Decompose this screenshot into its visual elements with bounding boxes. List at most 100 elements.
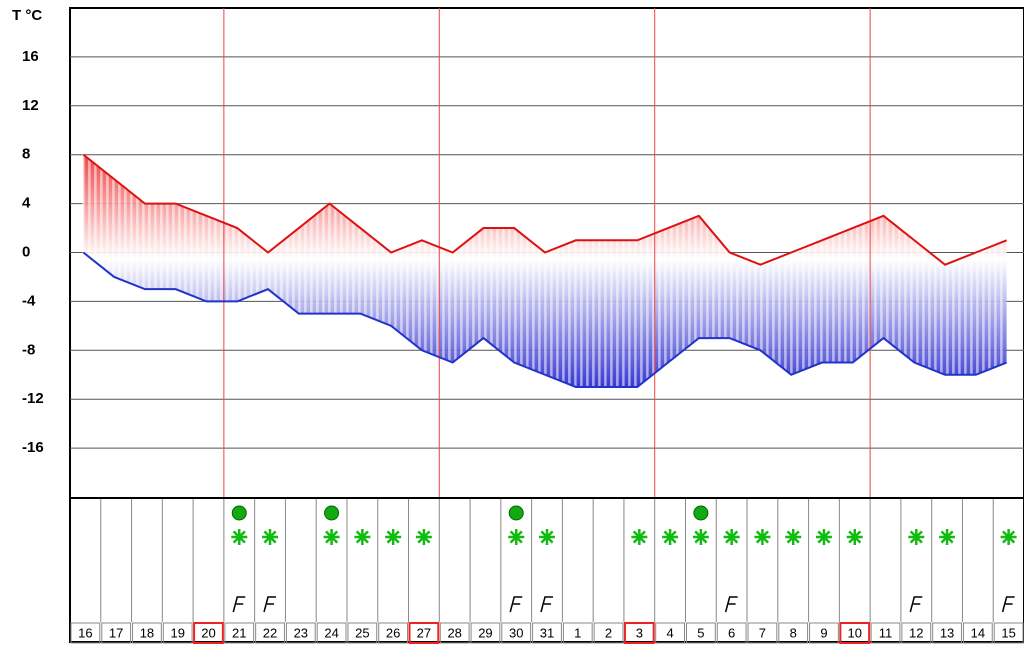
y-tick-label: 8 (22, 146, 30, 163)
day-label: 16 (78, 625, 92, 640)
day-cell (408, 622, 440, 644)
day-cell (655, 622, 685, 644)
day-cell (193, 622, 224, 644)
snow-icon (354, 529, 371, 545)
snow-stroke (909, 530, 923, 544)
day-label: 25 (355, 625, 369, 640)
snow-stroke (540, 530, 554, 544)
snow-icon (631, 529, 648, 545)
snow-stroke (263, 530, 277, 544)
day-cell (685, 622, 716, 644)
day-label: 12 (909, 625, 923, 640)
day-label: 17 (109, 625, 123, 640)
y-tick-label: -8 (22, 341, 35, 358)
day-cell (932, 622, 962, 644)
day-label: 29 (478, 625, 492, 640)
snow-icon (846, 529, 863, 545)
day-label: 31 (540, 625, 554, 640)
y-tick-label: 16 (22, 48, 39, 65)
day-label: 23 (294, 625, 308, 640)
y-tick-label: -16 (22, 439, 44, 456)
day-cell (623, 622, 655, 644)
rain-icon (324, 505, 340, 521)
day-cell (439, 622, 470, 644)
day-cell (870, 622, 901, 644)
snow-stroke (417, 530, 431, 544)
snow-stroke (725, 530, 739, 544)
line-max (82, 153, 1007, 266)
day-cell (501, 622, 532, 644)
y-tick-label: 4 (22, 195, 31, 212)
snow-stroke (325, 530, 339, 544)
day-cell (901, 622, 932, 644)
wind-icon (232, 596, 246, 613)
snow-stroke (1002, 530, 1016, 544)
snow-stroke (632, 530, 646, 544)
day-label: 4 (666, 625, 673, 640)
day-label: 2 (605, 625, 612, 640)
snow-stroke (694, 530, 708, 544)
day-label: 8 (790, 625, 797, 640)
snow-icon (323, 529, 340, 545)
day-cell (70, 622, 101, 644)
line-min (82, 251, 1007, 388)
snow-icon (662, 529, 679, 545)
day-label: 10 (848, 625, 862, 640)
day-cell (716, 622, 747, 644)
day-cell (993, 622, 1024, 644)
snow-icon (385, 529, 402, 545)
day-cell (132, 622, 162, 644)
day-label: 21 (232, 625, 246, 640)
wind-icon (540, 596, 553, 613)
day-cell (562, 622, 593, 644)
day-label: 19 (170, 625, 184, 640)
day-cell (285, 622, 316, 644)
day-cell (470, 622, 501, 644)
snow-icon (815, 529, 832, 545)
rain-icon (508, 505, 524, 521)
day-cell (747, 622, 778, 644)
day-label: 11 (879, 625, 893, 640)
day-cell (347, 622, 378, 644)
day-cell (378, 622, 409, 644)
snow-icon (785, 529, 802, 545)
hatch (82, 154, 1003, 387)
wind-icon (724, 596, 738, 613)
snow-stroke (786, 530, 800, 544)
snow-icon (939, 529, 956, 545)
snow-stroke (755, 530, 769, 544)
y-tick-label: 12 (22, 97, 39, 114)
day-label: 30 (509, 625, 523, 640)
snow-icon (539, 529, 555, 545)
snow-icon (262, 529, 279, 545)
day-cell (316, 622, 347, 644)
y-axis-label: T °C (12, 7, 42, 24)
day-label: 7 (759, 625, 766, 640)
day-label: 1 (574, 625, 581, 640)
snow-stroke (355, 530, 369, 544)
day-label: 26 (386, 625, 400, 640)
wind-icon (909, 596, 923, 613)
day-cell (255, 622, 285, 644)
wind-icon (1001, 596, 1015, 613)
day-label: 15 (1001, 625, 1015, 640)
wind-icon (509, 596, 523, 613)
rain-icon (693, 505, 709, 521)
day-label: 22 (263, 625, 277, 640)
day-cell (809, 622, 839, 644)
day-label: 28 (447, 625, 461, 640)
snow-stroke (817, 530, 831, 544)
day-label: 3 (636, 625, 643, 640)
day-cell (162, 622, 193, 644)
snow-stroke (232, 530, 246, 544)
snow-stroke (663, 530, 677, 544)
y-tick-label: 0 (22, 243, 30, 260)
frame (69, 7, 1024, 643)
day-cell (778, 622, 809, 644)
day-cell (962, 622, 993, 644)
snow-icon (692, 529, 709, 545)
snow-icon (1000, 529, 1017, 545)
snow-stroke (386, 530, 400, 544)
